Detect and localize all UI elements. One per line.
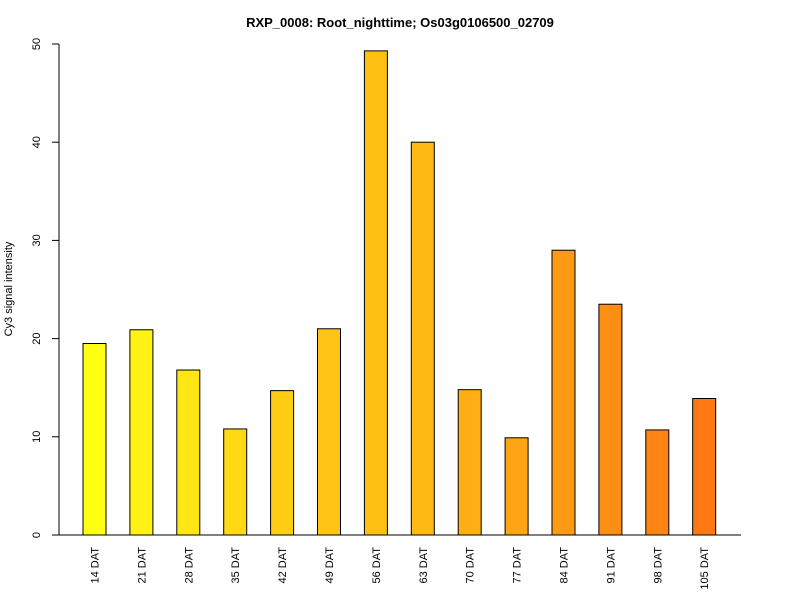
bar	[270, 390, 295, 536]
x-tick-labels: 14 DAT 21 DAT 28 DAT 35 DAT 42 DAT 49 DAT 56 D…	[90, 547, 712, 590]
bar	[598, 303, 623, 536]
y-tick-label: 0	[31, 532, 43, 538]
x-tick-label: 91 DAT	[605, 547, 617, 584]
x-tick-label: 84 DAT	[559, 547, 571, 584]
bar	[410, 141, 435, 536]
bar	[363, 50, 388, 536]
bar	[317, 328, 341, 536]
y-tick-label: 10	[31, 431, 43, 443]
chart-title: RXP_0008: Root_nighttime; Os03g0106500_0…	[246, 15, 554, 30]
y-tick-label: 50	[31, 38, 43, 50]
x-tick-label: 77 DAT	[512, 547, 524, 584]
bar	[645, 429, 670, 536]
bars	[82, 50, 717, 536]
bar	[504, 437, 529, 536]
y-axis-label: Cy3 signal intensity	[3, 241, 15, 336]
x-tick-label: 35 DAT	[230, 547, 242, 584]
bar	[223, 428, 248, 536]
bar	[551, 249, 576, 536]
bar	[457, 389, 482, 536]
x-tick-label: 70 DAT	[465, 547, 477, 584]
bar	[129, 329, 154, 536]
x-tick-label: 105 DAT	[699, 547, 711, 590]
x-tick-label: 49 DAT	[324, 547, 336, 584]
x-tick-label: 63 DAT	[418, 547, 430, 584]
x-tick-label: 42 DAT	[277, 547, 289, 584]
bar	[82, 343, 107, 536]
x-tick-label: 98 DAT	[652, 547, 664, 584]
x-tick-label: 28 DAT	[183, 547, 195, 584]
bar	[176, 369, 201, 536]
bar	[692, 398, 717, 536]
x-tick-label: 56 DAT	[371, 547, 383, 584]
y-axis: 0 10 20 30 40 50	[31, 38, 60, 538]
y-tick-label: 30	[31, 234, 43, 246]
x-tick-label: 14 DAT	[90, 547, 102, 584]
x-tick-label: 21 DAT	[136, 547, 148, 584]
y-tick-label: 40	[31, 136, 43, 148]
y-tick-label: 20	[31, 332, 43, 344]
